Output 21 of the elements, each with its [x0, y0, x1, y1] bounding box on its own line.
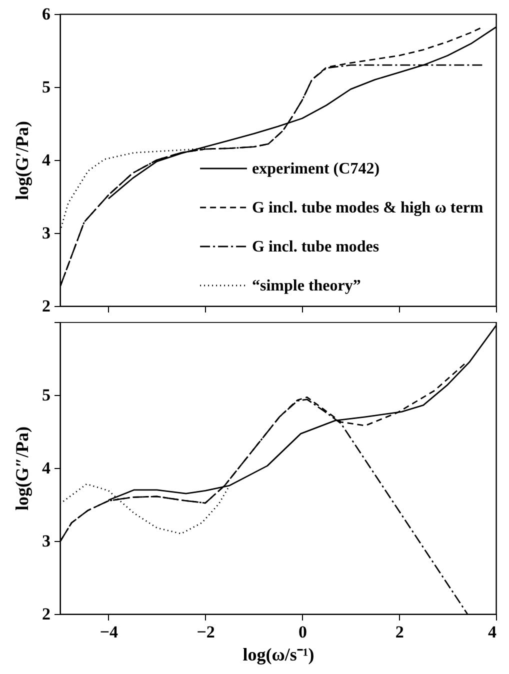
y-tick-label: 2	[42, 604, 50, 624]
y-tick-label: 5	[42, 78, 50, 96]
x-tick-label: −2	[196, 622, 215, 642]
legend-label: experiment (C742)	[252, 160, 380, 178]
y-tick-label: 3	[42, 532, 50, 550]
y-axis-title: log(G′/Pa)	[12, 120, 32, 200]
x-tick-label: 0	[298, 622, 307, 642]
y-tick-label: 5	[42, 386, 50, 404]
y-tick-label: 3	[42, 224, 50, 242]
x-tick-label: −4	[100, 622, 119, 642]
y-tick-label: 6	[42, 4, 50, 24]
y-axis-title: log(G″/Pa)	[12, 426, 32, 510]
legend-label: “simple theory”	[252, 278, 361, 294]
x-tick-label: 2	[395, 622, 404, 642]
x-axis-title: log(ω/s⁻¹)	[242, 644, 314, 664]
legend-label: G incl. tube modes	[252, 238, 380, 256]
x-tick-label: 4	[488, 622, 497, 642]
y-tick-label: 2	[42, 296, 50, 316]
y-tick-label: 4	[42, 458, 51, 478]
legend-label: G incl. tube modes & high ω term	[252, 200, 484, 216]
y-tick-label: 4	[42, 150, 51, 170]
